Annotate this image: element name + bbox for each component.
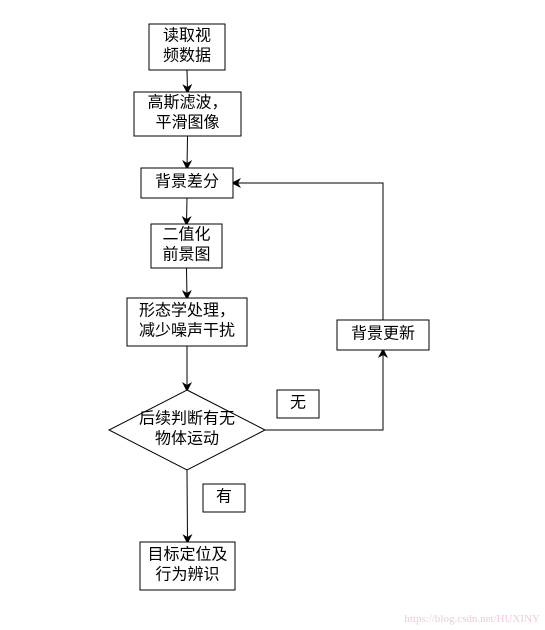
node-bgdiff-line0: 背景差分 [155, 173, 219, 191]
flowchart-svg: 读取视频数据高斯滤波，平滑图像背景差分二值化前景图形态学处理，减少噪声干扰后续判… [0, 0, 545, 630]
watermark-text: https://blog.csdn.net/HUXINY [404, 613, 540, 625]
node-morph: 形态学处理， 减少噪声干扰 [127, 298, 247, 346]
node-decide-line0: 后续判断有无 [139, 410, 235, 428]
svg-text:无: 无 [290, 395, 306, 412]
node-bin-line1: 前景图 [162, 246, 210, 264]
svg-text:有: 有 [216, 488, 232, 506]
node-bin: 二值化前景图 [151, 224, 222, 268]
edge [187, 198, 188, 224]
node-morph-line1: 减少噪声干扰 [139, 322, 235, 340]
node-bgdiff: 背景差分 [141, 168, 233, 198]
node-gauss-line0: 高斯滤波， [147, 94, 227, 112]
node-bin-line0: 二值化 [162, 226, 210, 244]
node-decide-line1: 物体运动 [155, 430, 219, 448]
node-gauss: 高斯滤波， 平滑图像 [134, 92, 241, 136]
edge-label-yes: 有 [203, 484, 245, 512]
node-target-line1: 行为辨识 [155, 566, 219, 584]
node-decide: 后续判断有无物体运动 [109, 390, 265, 470]
node-read-line1: 频数据 [163, 47, 211, 65]
edge [233, 183, 383, 320]
edge-label-no: 无 [277, 390, 319, 418]
node-update: 背景更新 [337, 320, 429, 350]
edge [187, 470, 188, 542]
node-target-line0: 目标定位及 [147, 546, 227, 564]
node-update-line0: 背景更新 [351, 325, 415, 343]
edge [187, 268, 188, 298]
edge [187, 136, 188, 168]
node-morph-line0: 形态学处理， [139, 302, 235, 320]
node-target: 目标定位及行为辨识 [140, 542, 235, 590]
edge [187, 70, 188, 92]
node-gauss-line1: 平滑图像 [155, 114, 219, 132]
node-read-line0: 读取视 [163, 27, 211, 45]
node-read: 读取视频数据 [149, 24, 225, 70]
